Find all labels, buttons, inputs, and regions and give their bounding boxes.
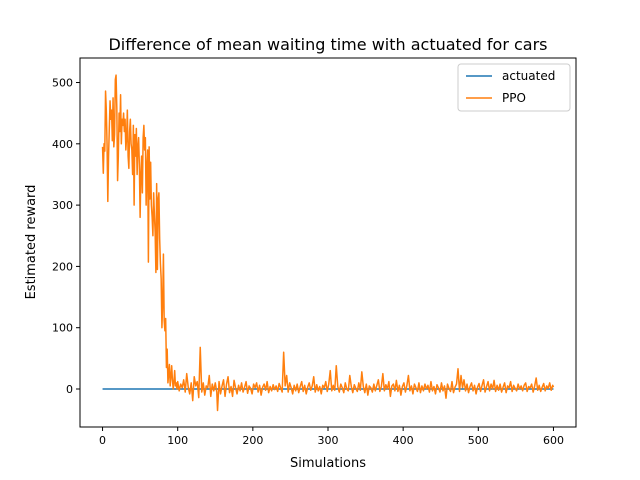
series-line-ppo (101, 74, 555, 412)
y-tick-label: 200 (52, 260, 73, 273)
y-tick-label: 0 (66, 383, 73, 396)
x-tick-label: 100 (167, 434, 188, 447)
x-axis: 0 100 200 300 400 500 600 (99, 427, 564, 447)
x-axis-label: Simulations (290, 456, 366, 471)
axes-frame (79, 57, 577, 428)
y-axis-label: Estimated reward (24, 185, 39, 300)
y-tick-label: 500 (52, 77, 73, 90)
plot-area (101, 74, 555, 412)
x-tick-label: 500 (468, 434, 489, 447)
x-tick-label: 200 (242, 434, 263, 447)
legend: actuated PPO (457, 63, 571, 112)
x-tick-label: 300 (318, 434, 339, 447)
x-tick-label: 0 (99, 434, 106, 447)
x-tick-label: 400 (393, 434, 414, 447)
legend-label-ppo: PPO (502, 91, 526, 105)
y-tick-label: 400 (52, 138, 73, 151)
x-tick-label: 600 (543, 434, 564, 447)
y-tick-label: 300 (52, 199, 73, 212)
y-axis: 0 100 200 300 400 500 (52, 77, 80, 396)
chart-title: Difference of mean waiting time with act… (108, 35, 547, 54)
y-tick-label: 100 (52, 322, 73, 335)
legend-label-actuated: actuated (502, 69, 555, 83)
